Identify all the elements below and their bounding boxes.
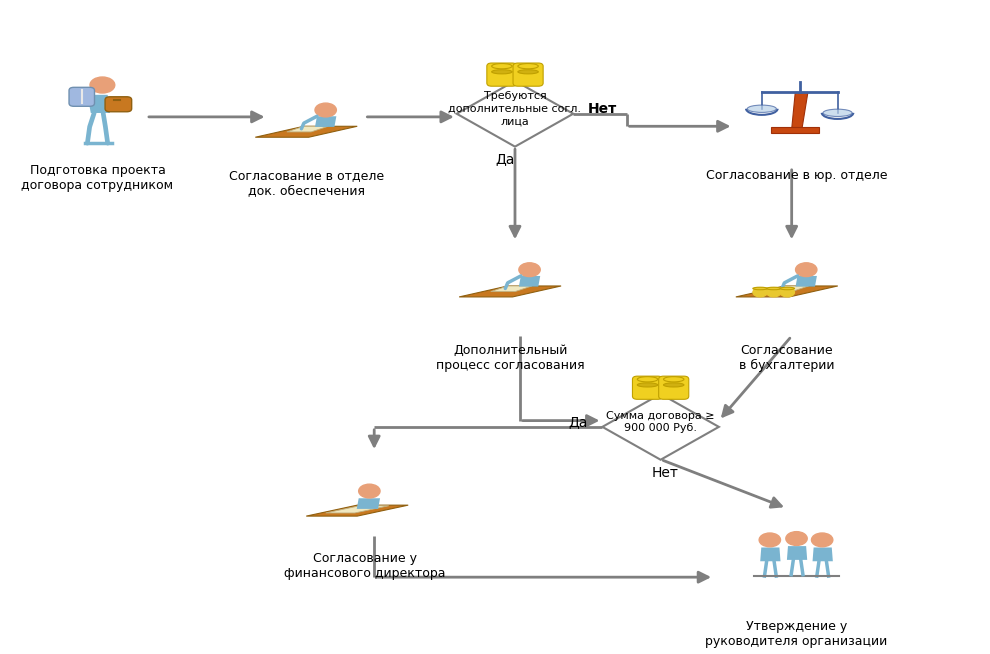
Text: Да: Да bbox=[496, 152, 515, 167]
Polygon shape bbox=[315, 116, 337, 127]
FancyBboxPatch shape bbox=[513, 63, 544, 86]
Text: Согласование у
финансового директора: Согласование у финансового директора bbox=[284, 552, 446, 580]
Polygon shape bbox=[796, 276, 817, 286]
Polygon shape bbox=[787, 546, 807, 560]
Polygon shape bbox=[255, 126, 357, 137]
Polygon shape bbox=[456, 81, 573, 146]
Polygon shape bbox=[491, 286, 532, 292]
Text: Согласование
в бухгалтерии: Согласование в бухгалтерии bbox=[740, 344, 835, 372]
FancyBboxPatch shape bbox=[105, 97, 132, 112]
Circle shape bbox=[519, 263, 541, 277]
Circle shape bbox=[812, 533, 833, 547]
Ellipse shape bbox=[766, 287, 781, 290]
Circle shape bbox=[358, 484, 380, 498]
Polygon shape bbox=[287, 126, 328, 132]
Polygon shape bbox=[736, 286, 838, 297]
Circle shape bbox=[796, 263, 817, 277]
Text: Согласование в юр. отделе: Согласование в юр. отделе bbox=[706, 169, 887, 182]
Circle shape bbox=[786, 532, 807, 545]
Polygon shape bbox=[326, 506, 389, 513]
Polygon shape bbox=[767, 286, 809, 292]
Ellipse shape bbox=[518, 70, 539, 74]
Polygon shape bbox=[459, 286, 561, 297]
Text: Согласование в отделе
док. обеспечения: Согласование в отделе док. обеспечения bbox=[229, 169, 384, 197]
Ellipse shape bbox=[663, 377, 684, 382]
Polygon shape bbox=[356, 498, 380, 509]
Polygon shape bbox=[813, 547, 833, 561]
Text: Нет: Нет bbox=[652, 466, 679, 479]
Text: Утверждение у
руководителя организации: Утверждение у руководителя организации bbox=[706, 620, 888, 647]
Text: Нет: Нет bbox=[588, 102, 617, 116]
Circle shape bbox=[766, 288, 781, 297]
Ellipse shape bbox=[518, 63, 539, 69]
Ellipse shape bbox=[638, 383, 657, 387]
FancyBboxPatch shape bbox=[487, 63, 517, 86]
Ellipse shape bbox=[492, 70, 512, 74]
Text: Дополнительный
процесс согласования: Дополнительный процесс согласования bbox=[436, 344, 584, 372]
FancyBboxPatch shape bbox=[658, 376, 689, 400]
FancyBboxPatch shape bbox=[633, 376, 662, 400]
Polygon shape bbox=[519, 276, 541, 286]
FancyBboxPatch shape bbox=[69, 88, 94, 107]
Ellipse shape bbox=[638, 377, 657, 382]
Text: Требуются
дополнительные согл.
лица: Требуются дополнительные согл. лица bbox=[448, 92, 581, 126]
Polygon shape bbox=[791, 92, 808, 131]
Polygon shape bbox=[760, 547, 780, 561]
Text: Да: Да bbox=[568, 415, 588, 429]
Ellipse shape bbox=[752, 287, 767, 290]
Text: Сумма договора ≥
900 000 Руб.: Сумма договора ≥ 900 000 Руб. bbox=[606, 411, 715, 433]
Circle shape bbox=[315, 103, 337, 117]
Ellipse shape bbox=[492, 63, 512, 69]
Polygon shape bbox=[87, 95, 110, 113]
Polygon shape bbox=[771, 127, 819, 133]
Circle shape bbox=[90, 77, 115, 93]
Polygon shape bbox=[306, 505, 408, 516]
Ellipse shape bbox=[780, 287, 795, 290]
Text: Подготовка проекта
договора сотрудником: Подготовка проекта договора сотрудником bbox=[22, 164, 173, 192]
Ellipse shape bbox=[663, 383, 684, 387]
Circle shape bbox=[780, 288, 795, 297]
Ellipse shape bbox=[747, 105, 776, 112]
Circle shape bbox=[752, 288, 767, 297]
Circle shape bbox=[759, 533, 780, 547]
Polygon shape bbox=[602, 394, 719, 460]
Ellipse shape bbox=[823, 109, 852, 116]
